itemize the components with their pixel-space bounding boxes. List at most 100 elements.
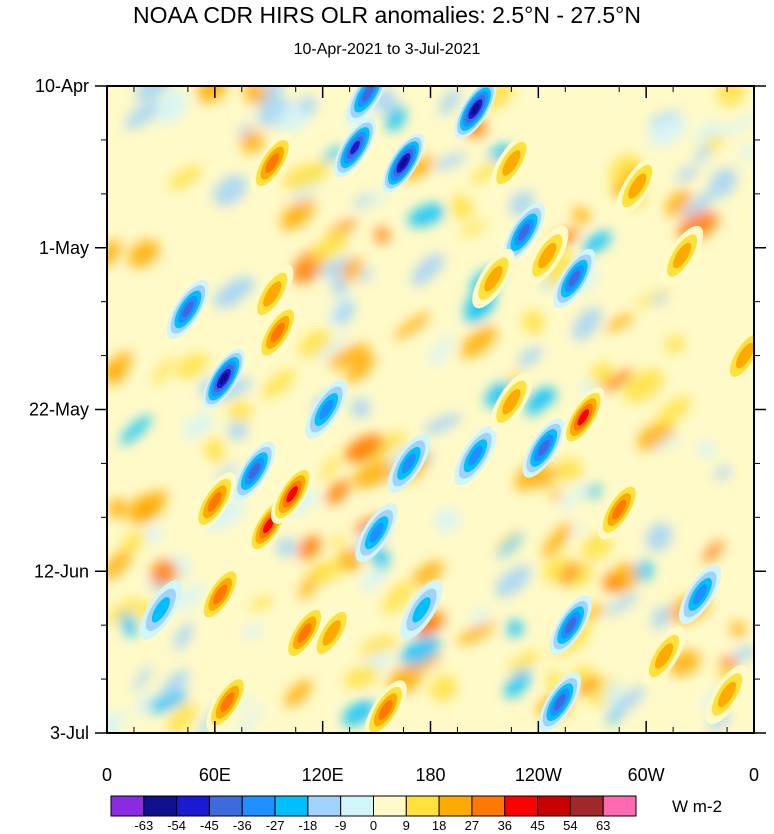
field-cell [128,495,157,525]
anomaly-feature [364,680,407,733]
anomaly-feature [502,202,546,262]
colorbar-label: -36 [233,818,252,833]
field-cell [276,537,297,558]
field-cell [586,484,601,499]
chart-title: NOAA CDR HIRS OLR anomalies: 2.5°N - 27.… [133,2,641,28]
field-cell [152,357,175,386]
field-cell [121,531,147,554]
anomaly-contour [502,150,521,176]
anomaly-contour [350,140,360,155]
field-cell [429,335,453,367]
field-cell [328,343,371,369]
field-cell [240,130,264,154]
field-cell [604,313,635,332]
field-cell [656,396,691,427]
field-cell [576,677,603,695]
anomaly-feature [387,433,431,494]
anomaly-feature [256,302,299,363]
field-cell [325,479,350,505]
anomaly-contour [717,681,737,708]
anomaly-contour [265,153,280,173]
y-tick-label: 22-May [29,400,89,420]
anomaly-contour [564,617,577,634]
field-cell [457,621,496,645]
field-cell [546,250,574,285]
field-cell [496,530,521,550]
field-cell [590,362,613,386]
y-tick-label: 12-Jun [34,561,89,581]
field-cell [176,353,208,379]
field-cell [709,168,737,198]
field-cell [698,440,715,458]
field-cell [414,611,445,638]
y-tick-label: 10-Apr [35,76,89,96]
field-cell [344,434,384,463]
field-cell [107,598,141,624]
field-cell [696,120,723,145]
field-cell [730,621,746,638]
field-cell [423,413,462,435]
field-cell [610,685,646,718]
field-cell [435,152,467,170]
field-cell [411,253,444,286]
anomaly-contour [612,499,627,520]
colorbar-swatch [241,795,276,817]
colorbar-label: -45 [200,818,219,833]
field-cell [461,221,486,237]
field-cell [504,668,532,699]
y-tick-label: 1-May [39,238,89,258]
anomaly-feature [233,441,276,501]
colorbar-label: -63 [134,818,153,833]
anomaly-contour [286,486,298,503]
colorbar-swatch [471,795,506,817]
field-cell [359,269,373,282]
field-cell [107,550,132,581]
colorbar-label: -9 [335,818,347,833]
chart-subtitle: 10-Apr-2021 to 3-Jul-2021 [293,41,481,58]
field-cell [559,483,587,511]
field-cell [582,231,612,255]
field-cell [665,335,685,354]
colorbar-swatch [405,795,440,817]
anomaly-contour [471,103,480,116]
y-axis: 10-Apr 1-May 22-May 12-Jun 3-Jul [29,76,766,743]
anomaly-contour [401,453,416,474]
field-cell [243,623,261,640]
field-cell [559,561,581,586]
anomaly-feature [472,248,515,309]
anomaly-feature [490,133,533,193]
field-cell [331,535,344,549]
field-cell [345,355,376,383]
x-tick-label: 60E [199,765,231,785]
field-cell [714,466,731,480]
field-cell [120,612,138,637]
field-cell [394,312,431,340]
field-cell [557,457,582,482]
anomaly-feature [382,133,425,193]
field-cell [400,635,441,666]
anomaly-contour [484,265,503,292]
field-cell [145,526,162,544]
anomaly-contour [369,522,384,543]
field-cell [646,522,673,552]
anomaly-feature [526,225,569,286]
field-cell [717,86,745,107]
field-cell [517,346,543,368]
field-cell [182,419,205,439]
anomaly-field [107,86,754,733]
anomaly-contour [151,597,170,623]
field-cell [495,565,532,598]
anomaly-contour [577,409,590,426]
field-cell [107,351,132,386]
field-cell [471,607,489,625]
field-cell [107,710,124,733]
x-axis: 0 60E 120E 180 120W 60W 0 [102,86,759,785]
field-cell [353,194,371,209]
field-cell [439,88,461,116]
field-cell [542,522,573,559]
field-cell [385,105,406,132]
anomaly-contour [568,270,581,287]
field-cell [226,276,255,298]
field-cell [587,603,605,619]
